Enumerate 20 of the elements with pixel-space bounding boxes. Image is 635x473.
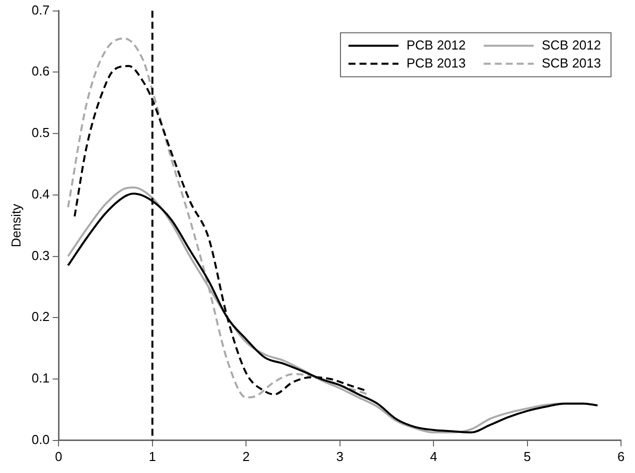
x-tick-label: 4 — [430, 448, 438, 464]
x-tick-label: 6 — [617, 448, 625, 464]
x-tick-label: 1 — [148, 448, 156, 464]
y-tick-label: 0.2 — [32, 309, 50, 324]
y-tick-label: 0.6 — [32, 64, 50, 79]
y-tick-label: 0.5 — [32, 125, 50, 140]
x-tick-label: 3 — [336, 448, 344, 464]
y-tick-label: 0.1 — [32, 370, 50, 386]
x-tick-label: 5 — [524, 448, 531, 464]
legend-label: PCB 2013 — [406, 55, 466, 70]
y-tick-label: 0.0 — [32, 432, 50, 447]
legend-label: SCB 2012 — [542, 37, 602, 52]
x-tick-label: 2 — [242, 448, 250, 464]
y-tick-label: 0.3 — [32, 248, 50, 263]
legend-label: SCB 2013 — [542, 55, 602, 70]
y-tick-label: 0.7 — [32, 2, 50, 18]
y-tick-label: 0.4 — [32, 186, 50, 202]
x-tick-label: 0 — [55, 448, 62, 464]
legend-label: PCB 2012 — [406, 37, 466, 52]
y-axis-title: Density — [8, 203, 24, 248]
